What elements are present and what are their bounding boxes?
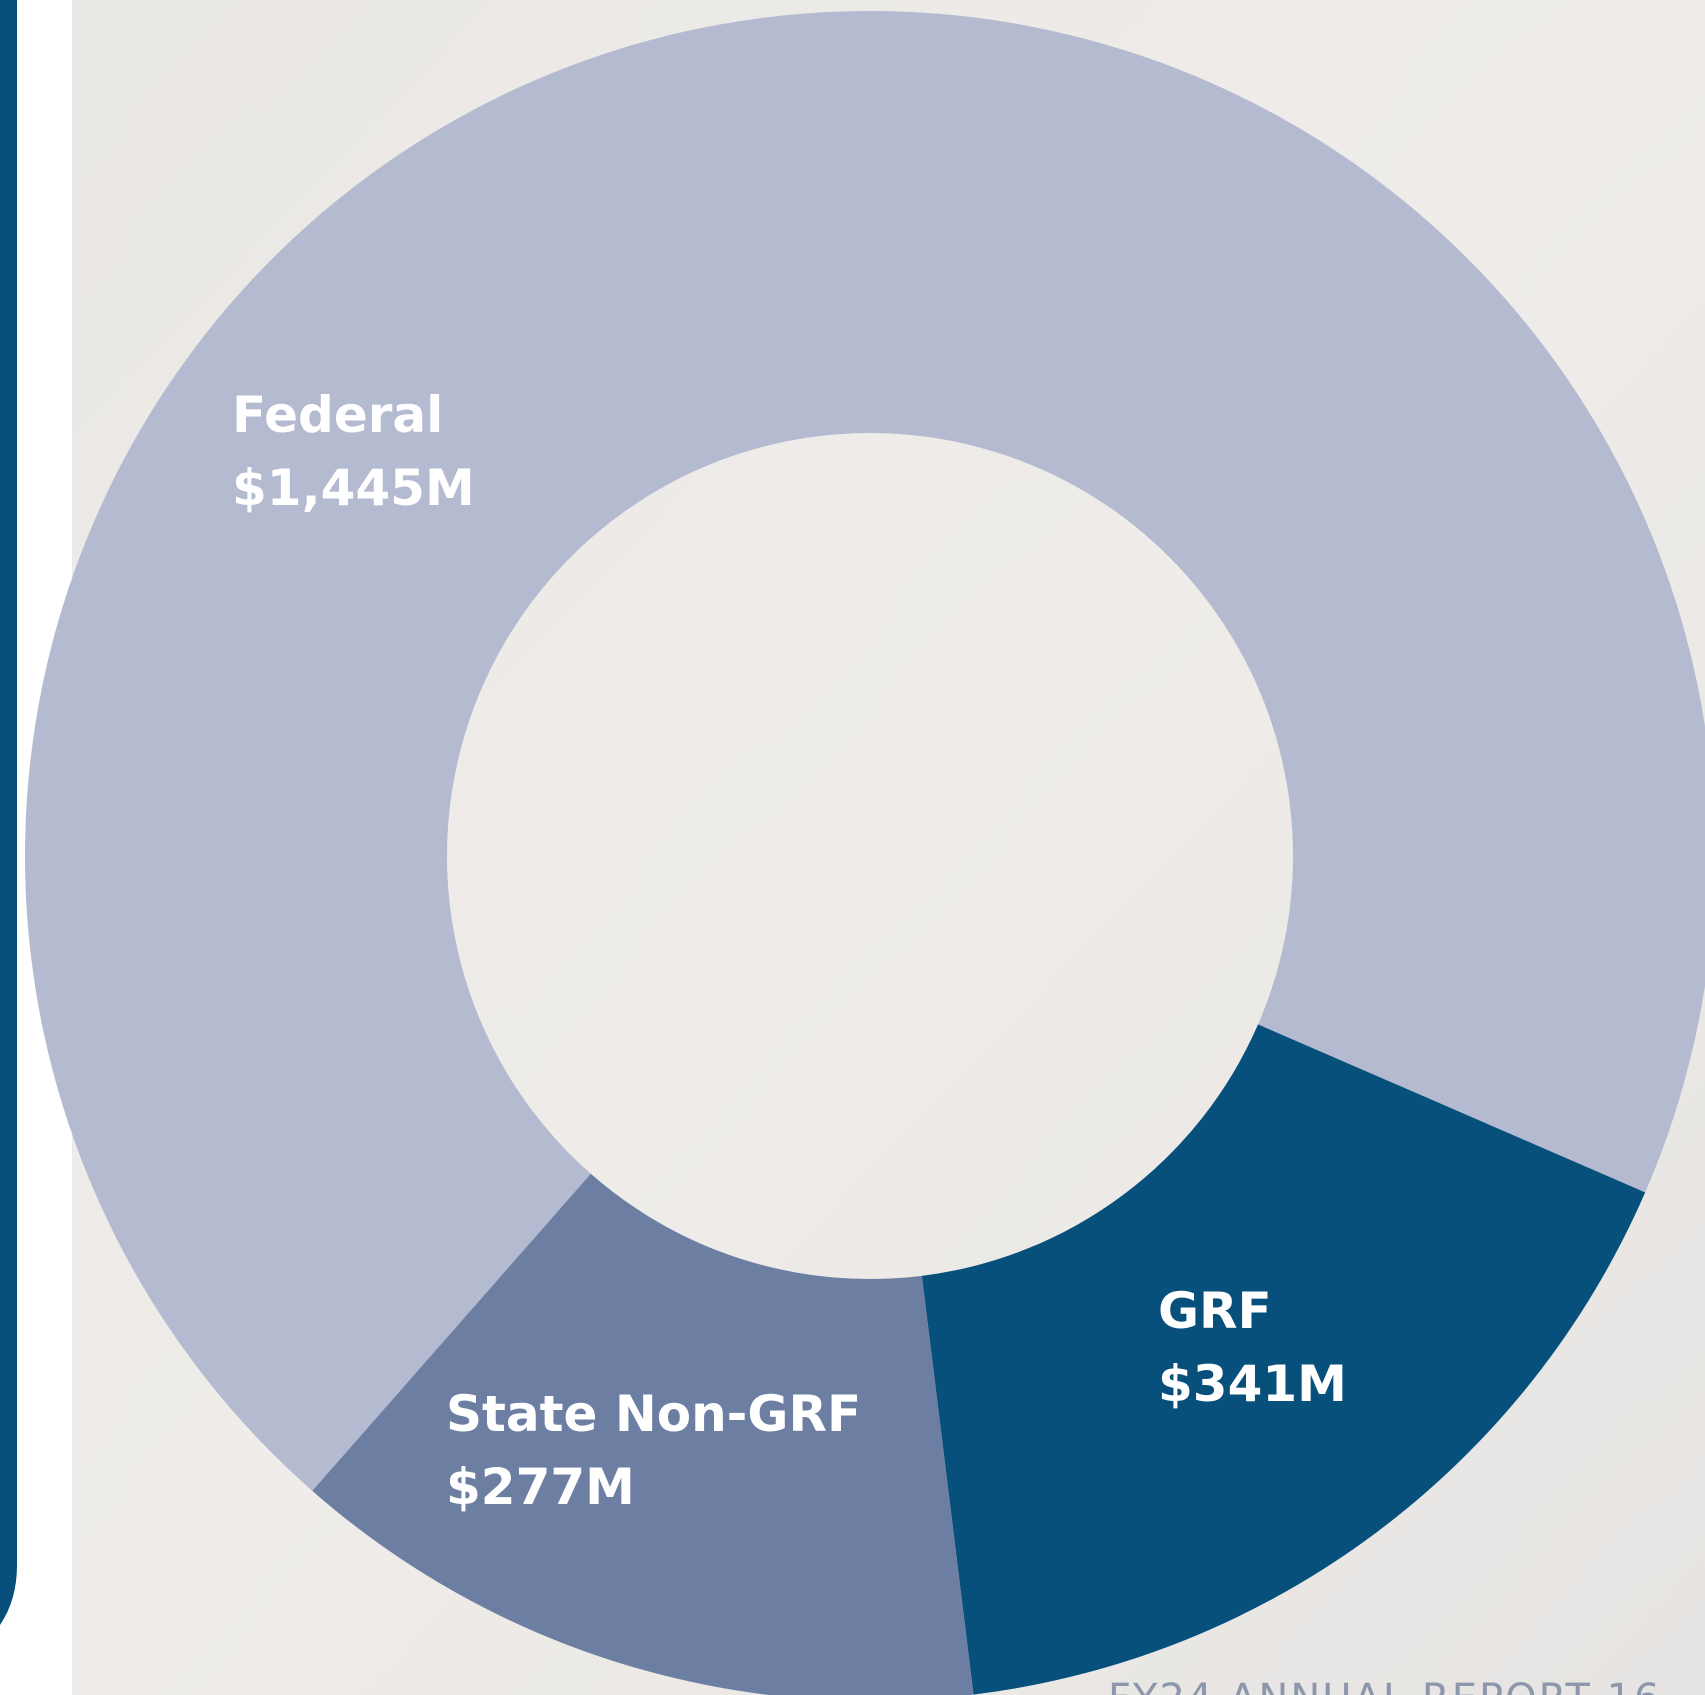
- slice-value-label: $277M: [446, 1458, 635, 1516]
- slice-label: GRF: [1158, 1282, 1272, 1340]
- page: Federal $1,445M GRF $341M State Non-GRF $277M…: [0, 0, 1705, 1695]
- footer: FY24 ANNUAL REPORT 16: [1108, 1676, 1662, 1695]
- slice-label: Federal: [232, 386, 443, 444]
- side-bar: [0, 0, 17, 1625]
- slice-label: State Non-GRF: [446, 1385, 861, 1443]
- slice-value-label: $1,445M: [232, 459, 475, 517]
- slice-value-label: $341M: [1158, 1355, 1347, 1413]
